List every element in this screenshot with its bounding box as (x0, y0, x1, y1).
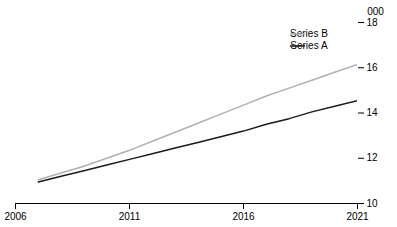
svg-text:Series B: Series B (290, 28, 328, 39)
svg-text:10: 10 (367, 198, 379, 209)
svg-text:Series A: Series A (290, 40, 328, 51)
svg-text:12: 12 (367, 152, 379, 163)
svg-text:2006: 2006 (4, 211, 27, 222)
svg-text:2016: 2016 (232, 211, 255, 222)
svg-text:14: 14 (367, 107, 379, 118)
svg-text:000: 000 (367, 6, 384, 17)
svg-text:2021: 2021 (346, 211, 369, 222)
svg-text:2011: 2011 (119, 211, 141, 222)
svg-text:16: 16 (367, 62, 379, 73)
svg-text:18: 18 (367, 17, 379, 28)
